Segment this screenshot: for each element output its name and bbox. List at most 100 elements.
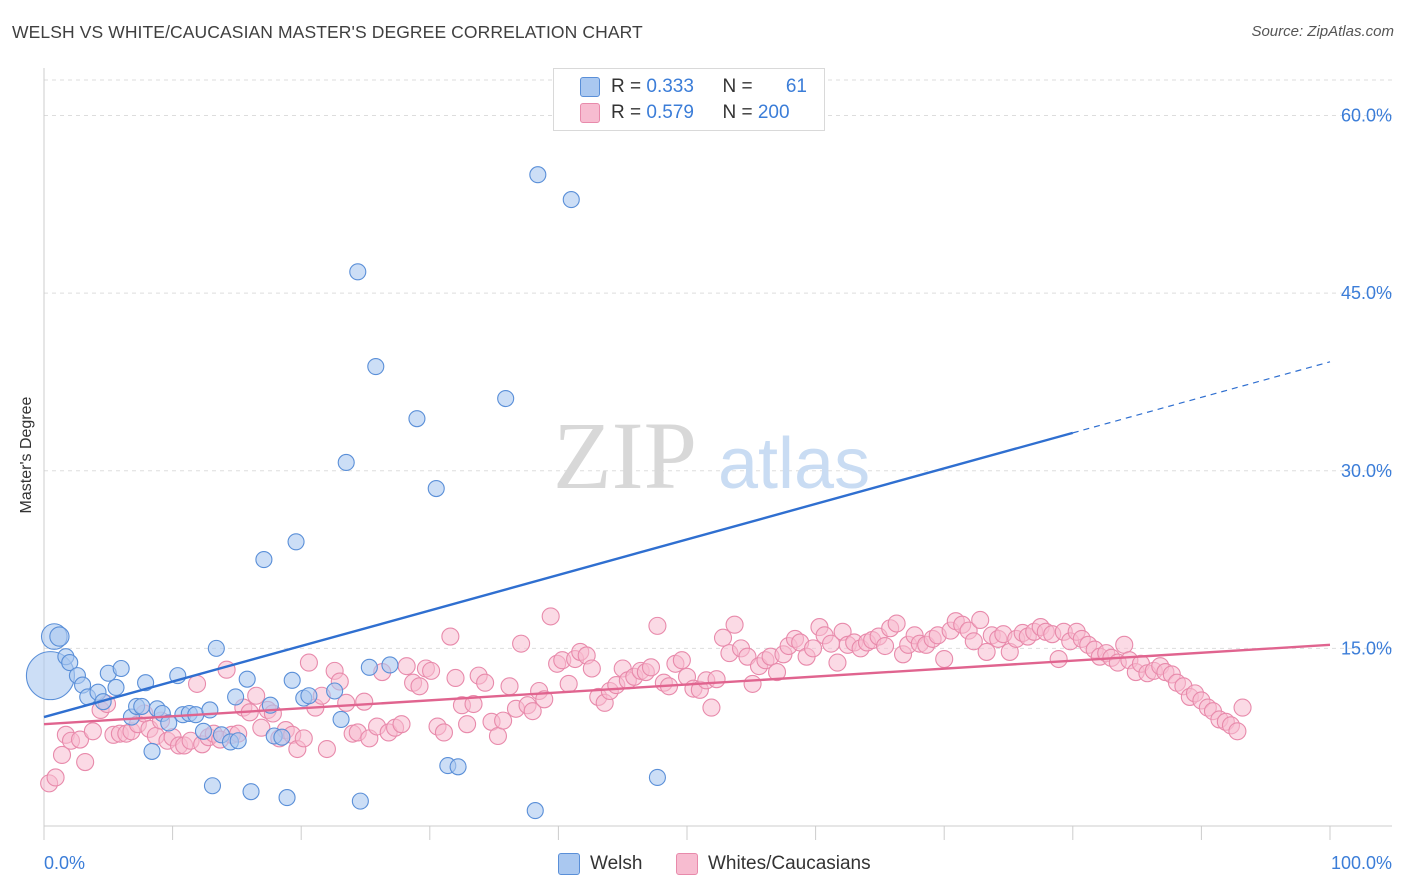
whites-point <box>476 673 495 692</box>
welsh-point <box>203 777 222 795</box>
y-tick-label: 45.0% <box>1341 283 1392 303</box>
whites-point <box>252 718 271 737</box>
whites-point <box>875 636 895 656</box>
whites-point <box>707 670 726 689</box>
whites-point <box>767 663 787 682</box>
welsh-point <box>227 688 245 706</box>
whites-point <box>512 634 531 653</box>
welsh-point <box>133 697 151 715</box>
welsh-trend-extension <box>1072 361 1331 434</box>
whites-point <box>803 639 823 658</box>
welsh-point <box>337 453 355 472</box>
welsh-point <box>242 783 260 801</box>
legend-welsh-r: 0.333 <box>646 76 694 97</box>
welsh-point <box>49 626 70 647</box>
whites-point <box>977 642 996 661</box>
whites-point <box>500 677 519 696</box>
y-tick-label: 15.0% <box>1341 638 1392 658</box>
whites-point <box>541 607 560 626</box>
whites-point <box>317 739 336 759</box>
whites-point <box>299 653 318 672</box>
welsh-swatch <box>580 77 600 97</box>
whites-point <box>725 615 744 634</box>
welsh-point <box>427 479 445 498</box>
chart-title: WELSH VS WHITE/CAUCASIAN MASTER'S DEGREE… <box>12 22 643 42</box>
welsh-trend-line <box>43 431 1074 719</box>
y-tick-label: 30.0% <box>1341 461 1392 481</box>
whites-point <box>1228 722 1247 741</box>
whites-point <box>410 677 429 696</box>
welsh-point <box>160 714 178 732</box>
whites-point <box>582 659 601 678</box>
whites-point <box>488 726 508 746</box>
whites-point <box>559 674 578 693</box>
whites-points <box>40 607 1252 793</box>
whites-point <box>458 715 477 734</box>
whites-point <box>964 632 983 651</box>
welsh-swatch <box>558 853 580 875</box>
whites-trend-line <box>43 643 1331 726</box>
welsh-point <box>201 701 219 719</box>
legend-whites-n: 200 <box>757 102 790 123</box>
watermark: ZIP atlas <box>553 402 870 509</box>
whites-point <box>713 628 733 647</box>
welsh-point <box>61 654 79 672</box>
watermark-atlas: atlas <box>718 424 870 504</box>
legend-welsh-n: 61 <box>785 76 807 97</box>
legend-whites-r: 0.579 <box>646 102 694 123</box>
welsh-point <box>273 728 291 746</box>
y-tick-label: 60.0% <box>1341 106 1392 126</box>
welsh-point <box>283 671 301 689</box>
welsh-point <box>278 789 296 807</box>
welsh-point <box>648 768 666 787</box>
whites-point <box>76 753 95 772</box>
whites-point <box>397 657 416 676</box>
whites-point <box>648 616 667 635</box>
welsh-point <box>326 682 344 700</box>
whites-point <box>247 686 266 705</box>
whites-point <box>446 668 465 688</box>
whites-point <box>434 723 453 742</box>
whites-point <box>971 610 990 630</box>
welsh-point <box>381 656 399 674</box>
whites-point <box>46 768 65 787</box>
welsh-point <box>529 166 547 184</box>
legend-n-label: N = <box>722 102 758 123</box>
legend-r-label: R = <box>611 76 647 97</box>
bottom-legend-welsh-label: Welsh <box>590 853 643 874</box>
welsh-points <box>25 166 666 820</box>
whites-point <box>494 711 513 730</box>
whites-point <box>702 698 721 717</box>
whites-point <box>887 614 906 633</box>
welsh-point <box>526 802 544 820</box>
legend-box: R = 0.333 N = 61 R = 0.579 N = 200 <box>553 68 825 131</box>
whites-point <box>1049 649 1068 669</box>
whites-point <box>828 653 847 672</box>
welsh-point <box>107 678 125 697</box>
whites-point <box>1115 635 1134 654</box>
whites-point <box>355 692 374 711</box>
welsh-point <box>367 358 385 376</box>
welsh-point <box>497 389 515 408</box>
welsh-point <box>207 639 225 657</box>
welsh-point <box>332 710 350 728</box>
whites-point <box>422 661 441 680</box>
welsh-point <box>449 758 467 776</box>
legend-r-label: R = <box>611 102 647 123</box>
welsh-point <box>360 658 378 676</box>
watermark-zip: ZIP <box>553 402 697 509</box>
whites-point <box>392 715 411 734</box>
gridlines <box>44 79 1392 649</box>
welsh-point <box>255 551 273 569</box>
whites-point <box>464 694 483 714</box>
welsh-point <box>287 533 305 551</box>
x-tick-label-min: 0.0% <box>44 853 85 873</box>
whites-point <box>187 674 207 693</box>
whites-swatch <box>676 853 698 875</box>
welsh-point <box>300 687 318 705</box>
whites-point <box>441 627 460 646</box>
whites-point <box>52 745 72 765</box>
whites-point <box>83 722 102 741</box>
welsh-point <box>349 263 367 281</box>
welsh-point <box>562 191 580 209</box>
